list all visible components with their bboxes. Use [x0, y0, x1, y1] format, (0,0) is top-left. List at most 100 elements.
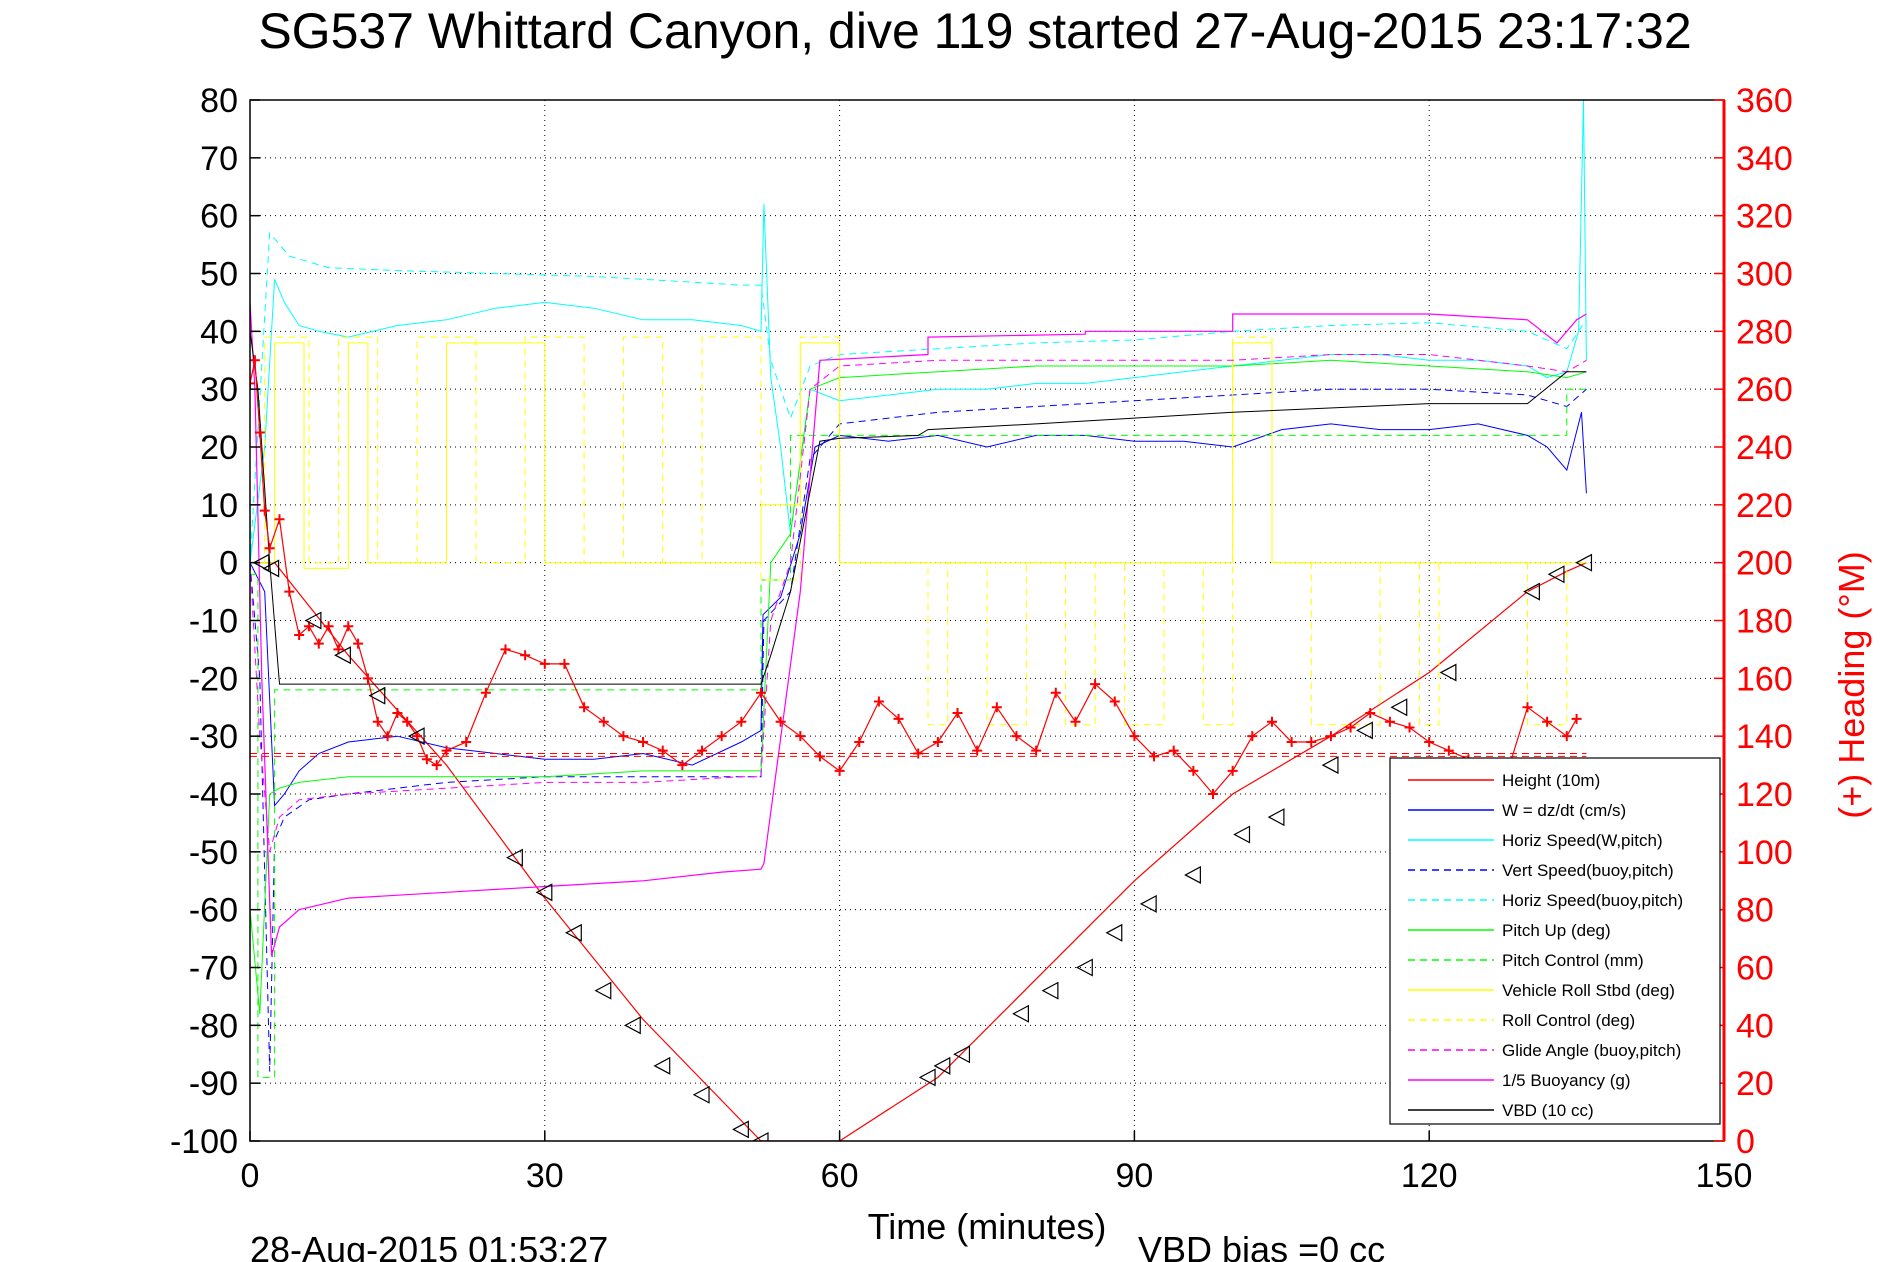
- chart-title: SG537 Whittard Canyon, dive 119 started …: [258, 3, 1691, 59]
- heading-point: [402, 716, 413, 727]
- height-marker: [368, 686, 386, 705]
- heading-point: [1365, 708, 1376, 719]
- heading-point: [1522, 702, 1533, 713]
- y-tick-label: -80: [189, 1007, 238, 1045]
- right-axis-label: (+) Heading (°M): [1831, 551, 1872, 818]
- y-tick-label: -50: [189, 834, 238, 872]
- heading-point: [1424, 736, 1435, 747]
- heading-point: [1286, 736, 1297, 747]
- legend-label: Pitch Up (deg): [1502, 921, 1611, 940]
- legend-label: Vert Speed(buoy,pitch): [1502, 861, 1674, 880]
- height-marker: [535, 883, 553, 902]
- heading-point: [1129, 731, 1140, 742]
- y-tick-label: 0: [219, 545, 238, 583]
- heading-point: [854, 736, 865, 747]
- y-tick-label: -20: [189, 660, 238, 698]
- heading-point: [893, 713, 904, 724]
- legend-label: W = dz/dt (cm/s): [1502, 801, 1626, 820]
- right-tick-label: 340: [1736, 140, 1793, 178]
- height-marker: [1547, 565, 1565, 584]
- height-marker: [407, 727, 425, 746]
- height-marker: [334, 646, 351, 665]
- heading-point: [1306, 736, 1317, 747]
- heading-point: [1247, 731, 1258, 742]
- right-tick-label: 280: [1736, 313, 1793, 351]
- height-marker: [252, 553, 270, 572]
- y-tick-label: -70: [189, 950, 238, 988]
- heading-point: [1227, 765, 1238, 776]
- x-tick-label: 150: [1696, 1157, 1753, 1195]
- y-tick-label: 40: [200, 313, 238, 351]
- height-marker: [1575, 553, 1593, 572]
- height-marker: [918, 1068, 936, 1087]
- heading-point: [500, 644, 511, 655]
- height-marker: [262, 559, 280, 578]
- legend-label: Roll Control (deg): [1502, 1011, 1635, 1030]
- height-marker: [1075, 958, 1093, 977]
- y-tick-label: 80: [200, 82, 238, 120]
- height-marker: [1012, 1004, 1029, 1023]
- heading-point: [1571, 713, 1582, 724]
- heading-point: [343, 621, 354, 632]
- heading-point: [932, 736, 943, 747]
- height-marker: [1267, 808, 1285, 827]
- height-marker: [732, 1120, 749, 1139]
- heading-point: [598, 716, 609, 727]
- heading-point: [254, 427, 265, 438]
- heading-point: [1345, 722, 1356, 733]
- y-tick-label: 30: [200, 371, 238, 409]
- heading-point: [284, 586, 295, 597]
- heading-point: [333, 644, 344, 655]
- series-pitch-up-deg: [250, 359, 1587, 1014]
- heading-point: [618, 731, 629, 742]
- y-tick-label: 50: [200, 256, 238, 294]
- height-marker: [1105, 923, 1123, 942]
- legend-label: VBD (10 cc): [1502, 1101, 1594, 1120]
- heading-point: [431, 760, 442, 771]
- heading-point: [1325, 731, 1336, 742]
- legend-label: Glide Angle (buoy,pitch): [1502, 1041, 1681, 1060]
- y-tick-label: -100: [170, 1123, 238, 1161]
- x-tick-label: 60: [821, 1157, 859, 1195]
- heading-point: [274, 514, 285, 525]
- series-layer: [250, 100, 1593, 1141]
- heading-point: [1050, 687, 1061, 698]
- series-vert-speed-buoy-pitch: [250, 388, 1587, 1072]
- heading-point: [294, 629, 305, 640]
- heading-point: [1109, 696, 1120, 707]
- series-clip-group: [250, 100, 1593, 1141]
- legend-label: Height (10m): [1502, 771, 1600, 790]
- heading-point: [303, 621, 314, 632]
- height-marker: [933, 1056, 951, 1075]
- series-vehicle-roll-stbd-deg: [250, 342, 1587, 569]
- heading-point: [716, 731, 727, 742]
- heading-point: [250, 355, 260, 366]
- heading-point: [372, 716, 383, 727]
- heading-point: [559, 658, 570, 669]
- heading-point: [264, 543, 275, 554]
- legend-box: [1389, 757, 1721, 1125]
- height-marker: [594, 981, 612, 1000]
- right-tick-label: 160: [1736, 660, 1793, 698]
- heading-point: [755, 687, 766, 698]
- heading-point: [775, 716, 786, 727]
- x-axis-label: Time (minutes): [868, 1206, 1107, 1247]
- height-marker: [1041, 981, 1059, 1000]
- y-tick-label: 10: [200, 487, 238, 525]
- heading-point: [991, 702, 1002, 713]
- legend-label: Horiz Speed(W,pitch): [1502, 831, 1663, 850]
- right-tick-label: 240: [1736, 429, 1793, 467]
- series-w-dz-dt-cm-s: [250, 412, 1587, 807]
- right-tick-label: 140: [1736, 718, 1793, 756]
- heading-point: [873, 696, 884, 707]
- height-marker: [304, 611, 322, 630]
- heading-point: [259, 505, 270, 516]
- height-marker: [506, 848, 523, 867]
- x-tick-label: 0: [241, 1157, 260, 1195]
- heading-point: [1443, 745, 1454, 756]
- height-marker: [1184, 865, 1201, 884]
- heading-point: [697, 745, 708, 756]
- heading-point: [1188, 765, 1199, 776]
- x-tick-label: 30: [526, 1157, 564, 1195]
